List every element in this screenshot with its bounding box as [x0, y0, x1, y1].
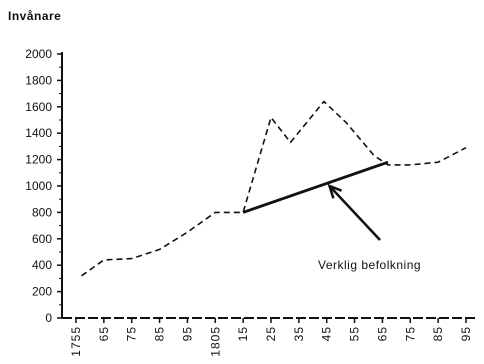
actual-population-line [242, 160, 389, 214]
y-tick-label: 0 [45, 311, 52, 325]
y-tick-label: 400 [32, 258, 52, 272]
x-tick-label: 75 [403, 326, 417, 341]
x-tick-label: 1805 [208, 326, 222, 357]
y-tick-label: 600 [32, 232, 52, 246]
population-dashed-line [81, 100, 467, 277]
y-ticks: 0 200 400 600 800 1000 1200 1400 1600 1800 2000 [25, 47, 62, 325]
series-lines [81, 100, 467, 277]
x-ticks: 1755 65 75 85 95 1805 15 25 35 45 55 65 75 85 95 [69, 318, 473, 357]
x-tick-label: 15 [236, 326, 250, 341]
x-tick-label: 95 [180, 326, 194, 341]
annotation: Verklig befolkning [318, 183, 421, 272]
x-tick-label: 75 [125, 326, 139, 341]
x-tick-label: 45 [320, 326, 334, 341]
y-tick-label: 1400 [25, 126, 52, 140]
y-tick-label: 200 [32, 285, 52, 299]
y-axis-label: Invånare [8, 9, 61, 23]
y-tick-label: 1200 [25, 153, 52, 167]
annotation-arrow [328, 185, 381, 241]
x-tick-label: 95 [459, 326, 473, 341]
x-tick-label: 85 [153, 326, 167, 341]
y-tick-label: 800 [32, 205, 52, 219]
x-tick-label: 1755 [69, 326, 83, 357]
y-tick-label: 1000 [25, 179, 52, 193]
y-tick-label: 2000 [25, 47, 52, 61]
x-tick-label: 65 [97, 326, 111, 341]
x-tick-label: 85 [431, 326, 445, 341]
x-tick-label: 35 [292, 326, 306, 341]
y-tick-label: 1800 [25, 73, 52, 87]
y-tick-label: 1600 [25, 100, 52, 114]
annotation-label: Verklig befolkning [318, 258, 421, 272]
x-tick-label: 25 [264, 326, 278, 341]
x-tick-label: 65 [375, 326, 389, 341]
x-tick-label: 55 [348, 326, 362, 341]
annotation-arrow-head [327, 183, 343, 199]
